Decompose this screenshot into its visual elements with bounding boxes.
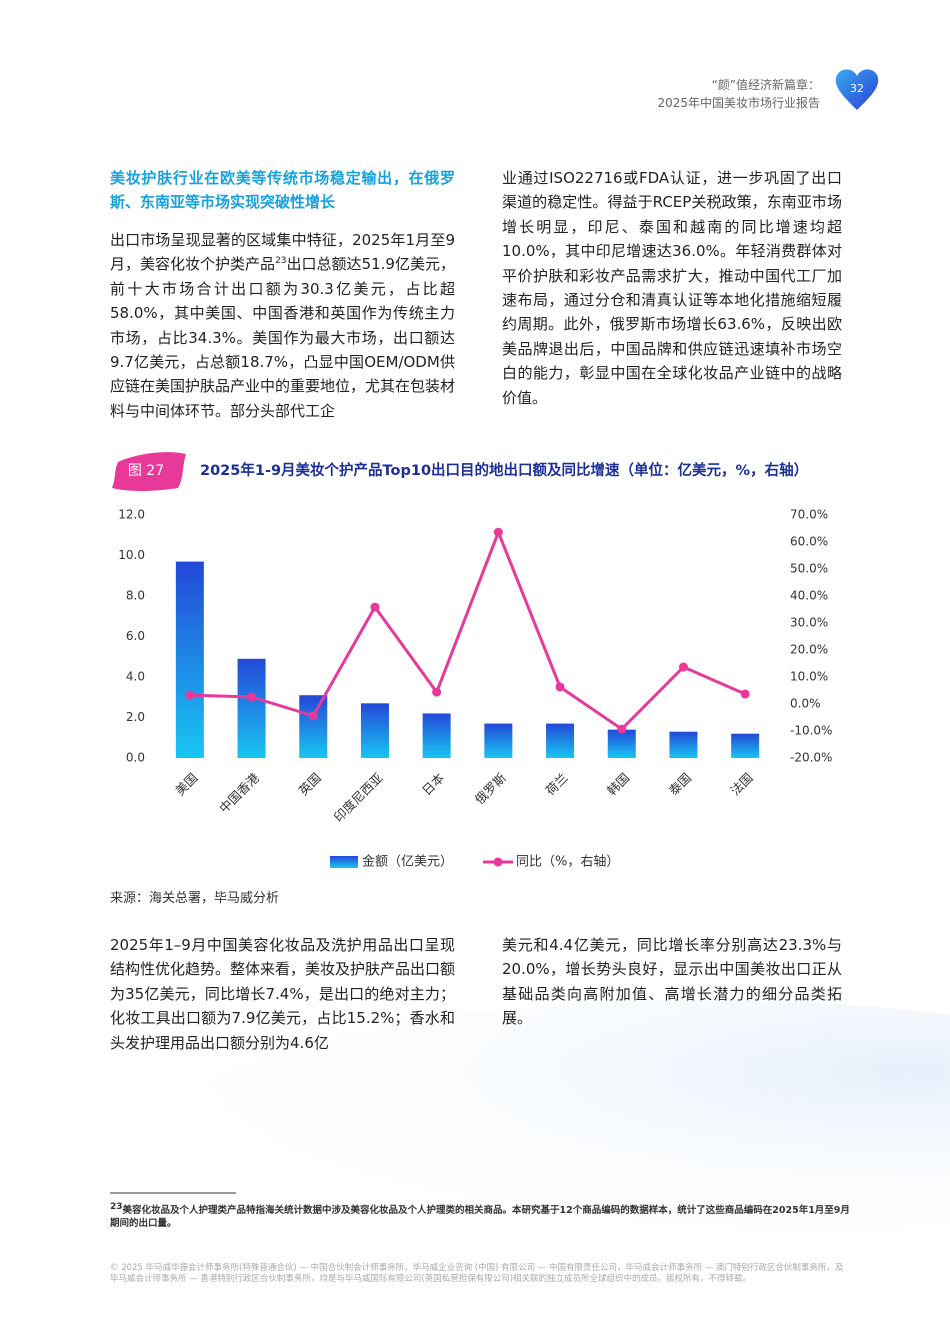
copyright: © 2025 毕马威华振会计师事务所(特殊普通合伙) — 中国合伙制会计师事务所… — [110, 1263, 844, 1284]
text: 出口总额达51.9亿美元，前十大市场合计出口额为30.3亿美元，占比超58.0%… — [110, 255, 456, 420]
line-point — [493, 527, 503, 537]
y2-tick-label: 10.0% — [790, 670, 828, 684]
x-tick-label: 荷兰 — [542, 770, 570, 798]
bar — [175, 561, 204, 758]
bar — [484, 723, 513, 758]
y-tick-label: 12.0 — [118, 508, 145, 522]
line-point — [308, 711, 318, 721]
page-number: 32 — [850, 82, 864, 95]
x-tick-label: 法国 — [727, 770, 755, 798]
y-tick-label: 8.0 — [126, 589, 145, 603]
line-point — [185, 690, 195, 700]
legend-label: 同比（%，右轴） — [516, 855, 619, 870]
paragraph: 2025年1–9月中国美容化妆品及洗护用品出口呈现结构性优化趋势。整体来看，美妆… — [110, 936, 456, 1052]
bar — [360, 703, 389, 758]
page-badge — [835, 69, 879, 110]
line-point — [555, 682, 565, 692]
bar — [422, 713, 451, 758]
paragraph: 美元和4.4亿美元，同比增长率分别高达23.3%与20.0%，增长势头良好，显示… — [502, 936, 842, 1028]
source: 来源：海关总署，毕马威分析 — [110, 891, 280, 906]
paragraph: 出口市场呈现显著的区域集中特征，2025年1月至9月，美容化妆个护类产品23出口… — [110, 228, 455, 423]
bar — [669, 731, 698, 758]
y2-tick-label: 20.0% — [790, 643, 828, 657]
section-heading: 美妆护肤行业在欧美等传统市场稳定输出，在俄罗斯、东南亚等市场实现突破性增长 — [110, 169, 455, 212]
chart: 图 27 2025年1-9月美妆个护产品Top10出口目的地出口额及同比增速（单… — [112, 452, 832, 870]
x-tick-label: 印度尼西亚 — [331, 770, 386, 825]
x-tick-label: 中国香港 — [216, 770, 262, 816]
line-point — [370, 602, 380, 612]
footnote: 23美容化妆品及个人护理类产品特指海关统计数据中涉及美容化妆品及个人护理类的相关… — [110, 1201, 850, 1230]
bar — [731, 733, 760, 758]
line-point — [247, 692, 257, 702]
y2-tick-label: 30.0% — [790, 616, 828, 630]
legend-label: 金额（亿美元） — [362, 854, 453, 870]
y-tick-label: 0.0 — [126, 751, 145, 765]
x-tick-label: 俄罗斯 — [472, 770, 509, 807]
y2-tick-label: -10.0% — [790, 724, 832, 738]
header-subtitle: 2025年中国美妆市场行业报告 — [657, 96, 820, 110]
bar — [546, 723, 575, 758]
figure-label-bg — [112, 452, 186, 491]
footnote-ref: 23 — [275, 256, 287, 267]
line — [189, 528, 746, 732]
y2-tick-label: -20.0% — [790, 751, 832, 765]
line-point — [678, 662, 688, 672]
x-tick-label: 英国 — [296, 770, 324, 798]
footnote-text: 美容化妆品及个人护理类产品特指海关统计数据中涉及美容化妆品及个人护理类的相关商品… — [110, 1205, 850, 1229]
x-tick-label: 美国 — [172, 770, 200, 798]
y-tick-label: 10.0 — [118, 548, 145, 562]
y2-tick-label: 50.0% — [790, 562, 828, 576]
legend-swatch — [330, 856, 358, 868]
y-tick-label: 2.0 — [126, 710, 145, 724]
y2-tick-label: 0.0% — [790, 697, 821, 711]
x-tick-label: 韩国 — [604, 770, 632, 798]
line-point — [432, 687, 442, 697]
x-tick-label: 日本 — [419, 770, 448, 799]
chart-title: 2025年1-9月美妆个护产品Top10出口目的地出口额及同比增速（单位：亿美元… — [200, 461, 808, 479]
y2-tick-label: 60.0% — [790, 535, 828, 549]
bar — [237, 658, 266, 758]
y-tick-label: 6.0 — [126, 629, 145, 643]
legend-swatch — [493, 857, 503, 867]
header-title: “颜”值经济新篇章： — [711, 78, 820, 92]
bar — [299, 695, 328, 758]
bar — [607, 729, 636, 758]
text: 出口市场呈现显著的区域集中特征，2025年1月至9月，美容化妆个护类产品 — [110, 231, 455, 274]
line-point — [617, 724, 627, 734]
y-tick-label: 4.0 — [126, 670, 145, 684]
paragraph: 业通过ISO22716或FDA认证，进一步巩固了出口渠道的稳定性。得益于RCEP… — [502, 169, 842, 407]
figure-label: 图 27 — [128, 463, 164, 479]
y2-tick-label: 70.0% — [790, 508, 828, 522]
y2-tick-label: 40.0% — [790, 589, 828, 603]
line-point — [740, 689, 750, 699]
x-tick-label: 泰国 — [666, 770, 694, 798]
footnote-mark: 23 — [110, 1201, 123, 1212]
